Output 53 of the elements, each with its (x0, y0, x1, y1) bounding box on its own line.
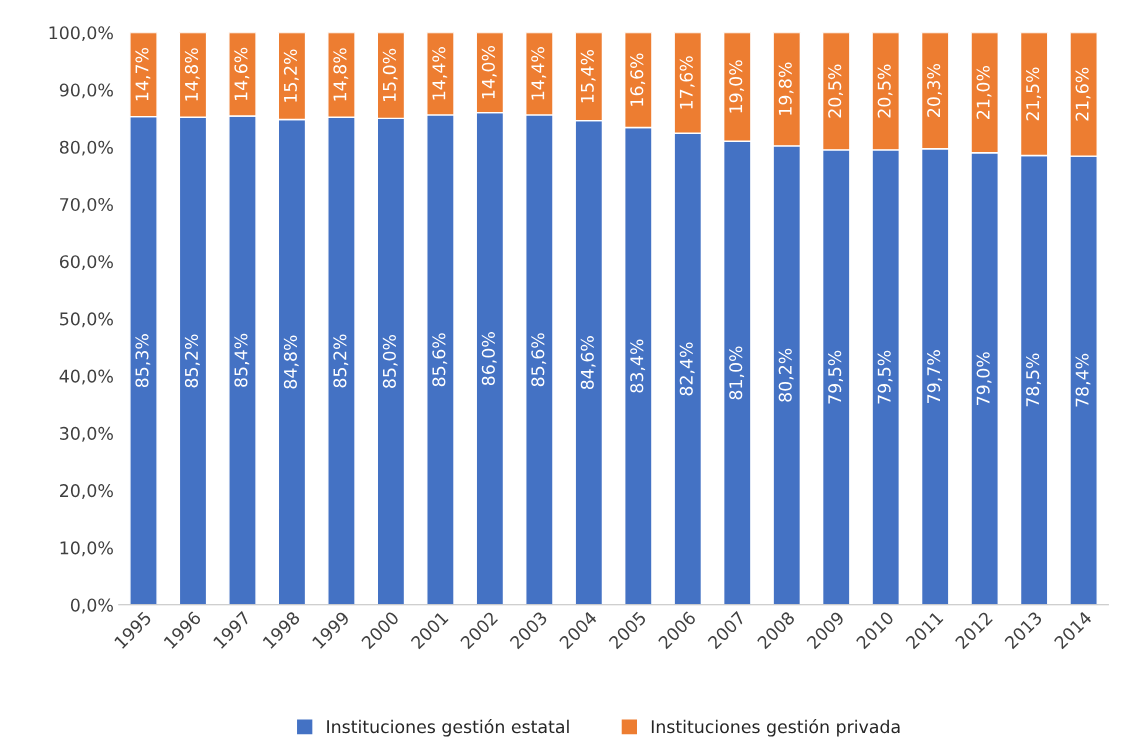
data-label: 14,8% (333, 48, 349, 101)
data-label: 19,8% (778, 62, 794, 115)
y-tick-label: 30,0% (60, 426, 113, 442)
data-label: 85,6% (432, 333, 448, 387)
data-label: 20,5% (828, 64, 844, 118)
data-label: 21,6% (1075, 67, 1091, 121)
data-label: 20,3% (927, 63, 942, 117)
data-label: 78,4% (1075, 353, 1091, 407)
y-tick-label: 80,0% (59, 140, 113, 156)
y-tick-label: 60,0% (59, 255, 113, 271)
data-label: 85,6% (531, 333, 547, 387)
data-label: 85,2% (333, 334, 349, 388)
data-label: 83,4% (630, 339, 646, 393)
legend-label: Instituciones gestión privada (651, 719, 900, 737)
data-label: 21,5% (1026, 67, 1041, 121)
data-label: 17,6% (679, 56, 695, 109)
y-tick-label: 70,0% (60, 197, 113, 213)
data-label: 20,5% (877, 64, 893, 118)
data-label: 14,7% (135, 47, 151, 101)
data-label: 84,6% (580, 336, 596, 390)
data-label: 21,0% (976, 65, 992, 119)
data-label: 15,2% (283, 49, 299, 102)
data-label: 78,5% (1026, 353, 1041, 407)
y-tick-label: 0,0% (70, 598, 113, 614)
data-label: 14,8% (184, 48, 200, 101)
data-label: 15,0% (382, 48, 398, 102)
data-label: 14,4% (531, 47, 547, 100)
y-tick-label: 20,0% (60, 484, 113, 499)
data-label: 79,0% (976, 352, 992, 405)
legend-label: Instituciones gestión estatal (327, 719, 569, 737)
data-label: 19,0% (729, 60, 745, 113)
data-label: 16,6% (630, 53, 646, 106)
y-tick-label: 90,0% (59, 83, 113, 99)
data-label: 15,4% (580, 49, 596, 103)
data-label: 85,4% (234, 333, 250, 387)
data-label: 85,0% (382, 334, 398, 388)
data-label: 14,0% (481, 45, 497, 99)
data-label: 80,2% (778, 348, 794, 402)
y-tick-label: 40,0% (59, 369, 113, 385)
data-label: 82,4% (679, 342, 695, 396)
data-label: 86,0% (481, 332, 497, 386)
data-label: 85,3% (135, 334, 151, 388)
y-tick-label: 100,0% (49, 26, 113, 42)
data-label: 85,2% (184, 334, 200, 388)
y-tick-label: 50,0% (60, 312, 113, 328)
y-tick-label: 10,0% (60, 541, 113, 557)
data-label: 79,7% (927, 350, 942, 403)
data-label: 79,5% (828, 350, 844, 404)
data-label: 81,0% (729, 346, 745, 400)
data-label: 79,5% (877, 350, 893, 404)
data-label: 14,4% (432, 47, 448, 100)
data-label: 84,8% (283, 335, 299, 389)
data-label: 14,6% (234, 47, 250, 100)
